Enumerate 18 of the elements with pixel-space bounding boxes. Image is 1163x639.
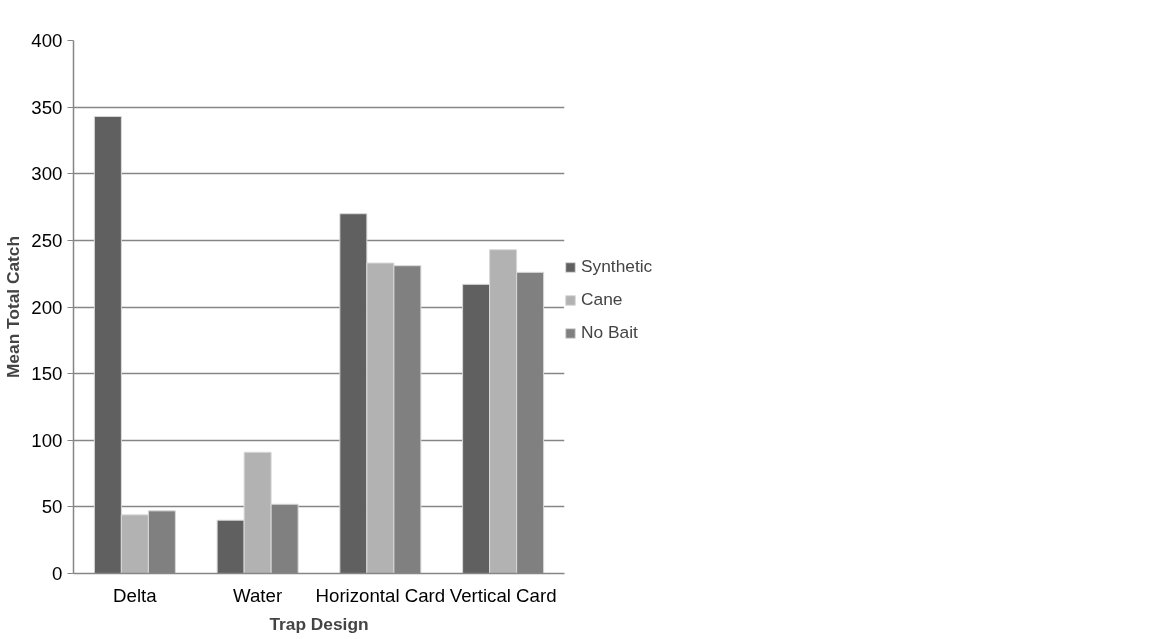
- x-tick-label: Horizontal Card: [315, 584, 446, 606]
- x-axis-title: Trap Design: [269, 613, 369, 634]
- x-tick-label: Delta: [113, 584, 158, 606]
- y-tick-label: 150: [31, 363, 63, 385]
- legend-label: Cane: [581, 289, 623, 310]
- y-tick-label: 350: [31, 96, 63, 118]
- y-tick-label: 300: [31, 163, 63, 185]
- y-tick-label: 100: [31, 429, 63, 451]
- y-axis-title: Mean Total Catch: [3, 235, 24, 379]
- y-tick-label: 250: [31, 229, 63, 251]
- y-tick-label: 0: [52, 563, 63, 584]
- x-tick-label: Vertical Card: [449, 584, 557, 606]
- y-tick-label: 50: [41, 496, 63, 518]
- x-tick-label: Water: [233, 584, 283, 606]
- y-tick-label: 400: [31, 30, 63, 51]
- legend-label: Synthetic: [581, 256, 653, 277]
- legend-label: No Bait: [581, 322, 638, 343]
- y-tick-label: 200: [31, 296, 63, 318]
